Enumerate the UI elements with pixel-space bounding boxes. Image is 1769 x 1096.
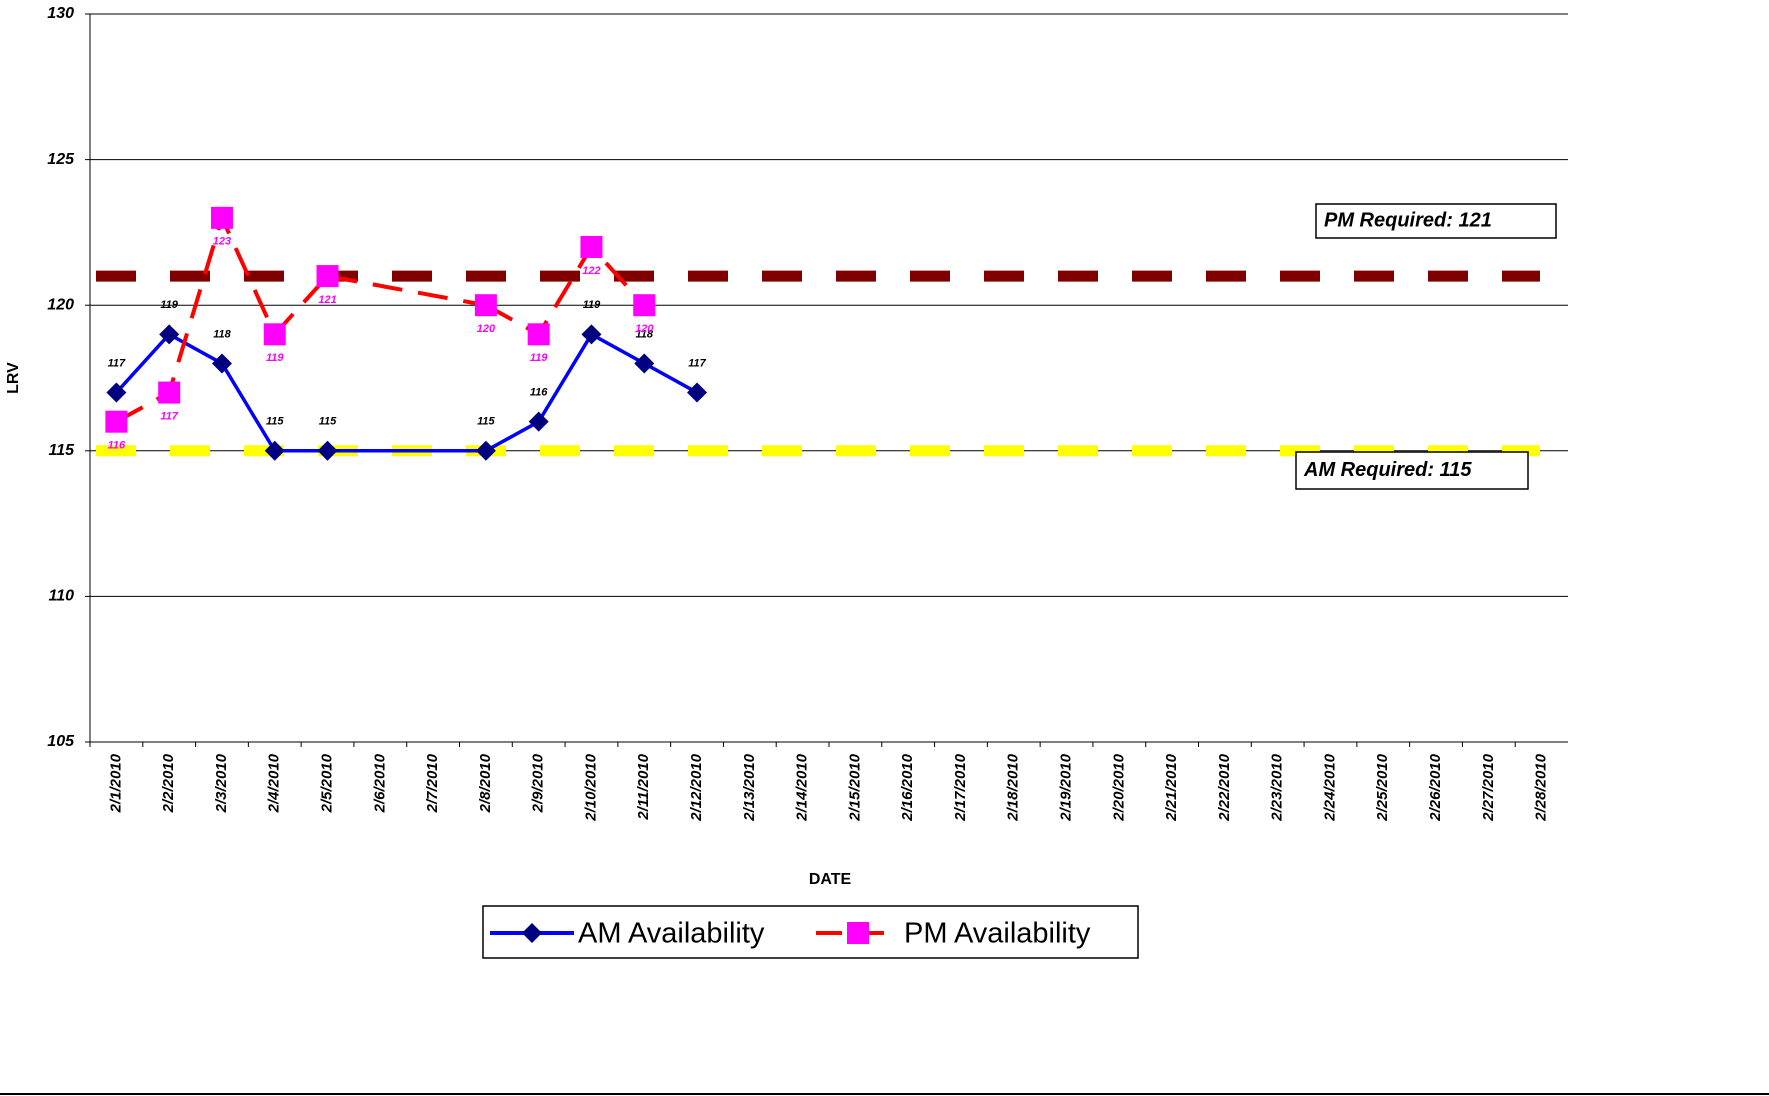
x-tick-label: 2/16/2010 (899, 753, 916, 821)
data-label: 118 (213, 328, 231, 340)
data-label: 115 (477, 416, 495, 428)
data-point (159, 324, 180, 345)
data-point (263, 323, 286, 346)
x-tick-label: 2/23/2010 (1269, 753, 1286, 821)
data-point (210, 206, 233, 229)
data-label: 115 (266, 416, 284, 428)
x-tick-label: 2/20/2010 (1110, 753, 1127, 821)
data-label: 115 (319, 416, 337, 428)
x-tick-label: 2/22/2010 (1216, 753, 1233, 821)
y-tick-label: 130 (47, 5, 74, 22)
data-point (158, 381, 181, 404)
annotation: PM Required: 121 (1324, 209, 1492, 231)
y-tick-label: 120 (47, 296, 74, 313)
y-tick-label: 110 (48, 588, 74, 605)
x-axis-label: DATE (809, 871, 852, 888)
gap-connector (327, 274, 487, 308)
data-label: 122 (582, 265, 600, 277)
data-point (581, 324, 602, 345)
y-tick-label: 105 (47, 733, 75, 750)
series-line (484, 243, 646, 337)
data-label: 117 (160, 410, 178, 422)
x-tick-label: 2/6/2010 (371, 753, 388, 813)
x-tick-label: 2/10/2010 (582, 753, 599, 821)
data-point (634, 353, 655, 374)
x-tick-label: 2/27/2010 (1480, 753, 1497, 821)
y-tick-label: 115 (48, 442, 75, 459)
x-tick-label: 2/11/2010 (635, 753, 652, 820)
data-point (474, 294, 497, 317)
series-line (485, 331, 698, 453)
data-label: 117 (688, 357, 706, 369)
legend-label: AM Availability (578, 918, 765, 950)
x-tick-label: 2/13/2010 (741, 753, 758, 821)
legend-label: PM Availability (904, 918, 1091, 950)
data-label: 117 (108, 357, 126, 369)
data-label: 119 (530, 352, 548, 364)
x-tick-label: 2/21/2010 (1163, 753, 1180, 821)
x-tick-label: 2/26/2010 (1427, 753, 1444, 821)
x-tick-label: 2/12/2010 (688, 753, 705, 821)
data-label: 116 (530, 387, 548, 399)
legend-box (482, 905, 1139, 959)
annotation: AM Required: 115 (1303, 459, 1472, 481)
data-label: 123 (213, 236, 231, 248)
data-point (317, 440, 338, 461)
annotation-box (1315, 203, 1557, 239)
x-tick-label: 2/5/2010 (319, 753, 336, 813)
data-label: 120 (477, 323, 496, 335)
x-tick-label: 2/9/2010 (530, 753, 547, 813)
x-tick-label: 2/18/2010 (1005, 753, 1022, 821)
data-point (264, 440, 285, 461)
data-label: 119 (583, 299, 601, 311)
data-point (475, 440, 496, 461)
data-label: 119 (160, 299, 178, 311)
legend-marker (847, 922, 869, 944)
data-point (687, 382, 708, 403)
data-point (527, 323, 550, 346)
x-tick-label: 2/1/2010 (107, 753, 124, 813)
data-point (633, 294, 656, 317)
y-tick-label: 125 (47, 151, 75, 168)
y-axis-label: LRV (5, 362, 22, 394)
annotation-box (1295, 451, 1529, 490)
data-point (528, 411, 549, 432)
x-tick-label: 2/17/2010 (952, 753, 969, 821)
x-tick-label: 2/15/2010 (846, 753, 863, 821)
x-tick-label: 2/2/2010 (160, 753, 177, 813)
data-point (316, 265, 339, 288)
data-label: 119 (266, 352, 284, 364)
data-point (105, 410, 128, 433)
data-point (211, 353, 232, 374)
x-tick-label: 2/4/2010 (266, 753, 283, 813)
data-label: 116 (108, 440, 126, 452)
x-tick-label: 2/28/2010 (1533, 753, 1550, 821)
x-tick-label: 2/8/2010 (477, 753, 494, 813)
series-line (115, 212, 330, 424)
x-tick-label: 2/24/2010 (1321, 753, 1338, 821)
data-label: 118 (635, 328, 653, 340)
data-label: 121 (318, 294, 336, 306)
x-tick-label: 2/25/2010 (1374, 753, 1391, 821)
data-point (106, 382, 127, 403)
x-tick-label: 2/19/2010 (1058, 753, 1075, 821)
x-tick-label: 2/7/2010 (424, 753, 441, 813)
series-line (115, 332, 328, 453)
legend-marker (522, 923, 542, 943)
x-tick-label: 2/3/2010 (213, 753, 230, 813)
data-label: 120 (635, 323, 654, 335)
x-tick-label: 2/14/2010 (794, 753, 811, 821)
data-point (580, 235, 603, 258)
